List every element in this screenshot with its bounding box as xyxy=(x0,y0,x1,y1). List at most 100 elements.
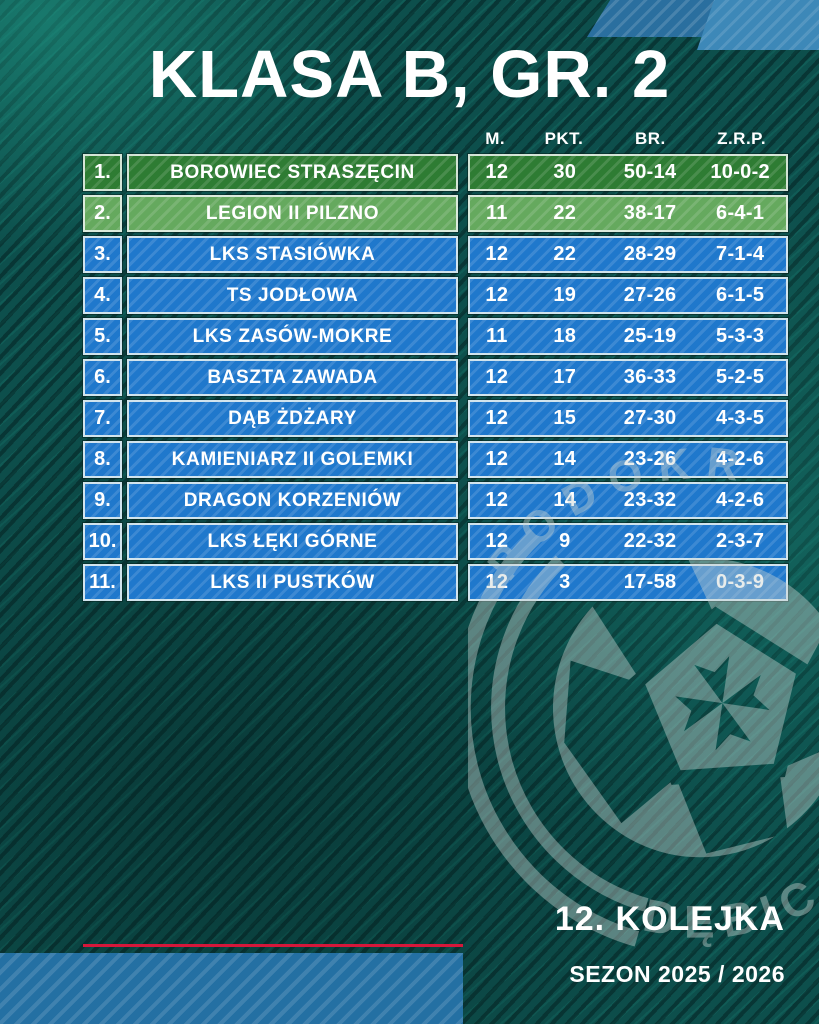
position-cell: 5. xyxy=(83,318,122,355)
position-cell: 10. xyxy=(83,523,122,560)
stat-zrp: 10-0-2 xyxy=(710,161,770,183)
table-row: 2. LEGION II PILZNO 11 22 38-17 6-4-1 xyxy=(83,195,788,232)
team-cell: DRAGON KORZENIÓW xyxy=(127,482,458,519)
team-cell: BOROWIEC STRASZĘCIN xyxy=(127,154,458,191)
stat-zrp: 2-3-7 xyxy=(716,530,765,552)
stat-zrp: 7-1-4 xyxy=(716,243,765,265)
stat-zrp: 5-2-5 xyxy=(716,366,765,388)
team-cell: LKS ZASÓW-MOKRE xyxy=(127,318,458,355)
team-cell: LKS STASIÓWKA xyxy=(127,236,458,273)
table-row: 6. BASZTA ZAWADA 12 17 36-33 5-2-5 xyxy=(83,359,788,396)
stat-br: 50-14 xyxy=(623,161,677,183)
stats-cell: 12 22 28-29 7-1-4 xyxy=(468,236,788,273)
stat-zrp: 4-2-6 xyxy=(716,448,765,470)
stat-br: 27-26 xyxy=(623,284,677,306)
standings-rows: 1. BOROWIEC STRASZĘCIN 12 30 50-14 10-0-… xyxy=(83,154,788,601)
stats-cell: 12 17 36-33 5-2-5 xyxy=(468,359,788,396)
column-headers: M. PKT. BR. Z.R.P. xyxy=(468,129,788,151)
stat-br: 38-17 xyxy=(623,202,677,224)
stat-pkt: 22 xyxy=(553,202,577,224)
stats-cell: 12 9 22-32 2-3-7 xyxy=(468,523,788,560)
column-header-points: PKT. xyxy=(544,129,584,148)
stat-m: 12 xyxy=(485,366,509,388)
table-row: 8. KAMIENIARZ II GOLEMKI 12 14 23-26 4-2… xyxy=(83,441,788,478)
position-cell: 11. xyxy=(83,564,122,601)
table-row: 3. LKS STASIÓWKA 12 22 28-29 7-1-4 xyxy=(83,236,788,273)
team-cell: BASZTA ZAWADA xyxy=(127,359,458,396)
position-cell: 8. xyxy=(83,441,122,478)
footer-accent-line xyxy=(83,944,463,947)
stat-br: 25-19 xyxy=(623,325,677,347)
position-cell: 2. xyxy=(83,195,122,232)
stat-m: 12 xyxy=(485,284,509,306)
stat-zrp: 5-3-3 xyxy=(716,325,765,347)
position-cell: 4. xyxy=(83,277,122,314)
stat-pkt: 19 xyxy=(553,284,577,306)
table-row: 1. BOROWIEC STRASZĘCIN 12 30 50-14 10-0-… xyxy=(83,154,788,191)
column-header-matches: M. xyxy=(485,129,506,148)
position-cell: 3. xyxy=(83,236,122,273)
stat-br: 17-58 xyxy=(623,571,677,593)
stats-cell: 12 15 27-30 4-3-5 xyxy=(468,400,788,437)
stat-m: 11 xyxy=(485,202,508,224)
stat-pkt: 22 xyxy=(553,243,577,265)
table-row: 10. LKS ŁĘKI GÓRNE 12 9 22-32 2-3-7 xyxy=(83,523,788,560)
team-cell: KAMIENIARZ II GOLEMKI xyxy=(127,441,458,478)
stat-m: 11 xyxy=(485,325,508,347)
table-row: 4. TS JODŁOWA 12 19 27-26 6-1-5 xyxy=(83,277,788,314)
stat-br: 22-32 xyxy=(623,530,677,552)
stat-br: 23-32 xyxy=(623,489,677,511)
position-cell: 1. xyxy=(83,154,122,191)
stat-m: 12 xyxy=(485,161,509,183)
stat-pkt: 3 xyxy=(559,571,571,593)
stat-pkt: 14 xyxy=(553,489,577,511)
table-row: 7. DĄB ŻDŻARY 12 15 27-30 4-3-5 xyxy=(83,400,788,437)
stats-cell: 12 19 27-26 6-1-5 xyxy=(468,277,788,314)
season-label: SEZON 2025 / 2026 xyxy=(569,961,785,987)
stats-cell: 12 30 50-14 10-0-2 xyxy=(468,154,788,191)
stat-pkt: 14 xyxy=(553,448,577,470)
footer-blue-strip xyxy=(0,953,463,1024)
table-row: 9. DRAGON KORZENIÓW 12 14 23-32 4-2-6 xyxy=(83,482,788,519)
stat-zrp: 4-3-5 xyxy=(716,407,765,429)
stat-m: 12 xyxy=(485,448,509,470)
column-header-record: Z.R.P. xyxy=(717,129,767,148)
stats-cell: 12 14 23-26 4-2-6 xyxy=(468,441,788,478)
stat-zrp: 6-4-1 xyxy=(716,202,765,224)
position-cell: 6. xyxy=(83,359,122,396)
team-cell: LKS II PUSTKÓW xyxy=(127,564,458,601)
team-cell: LEGION II PILZNO xyxy=(127,195,458,232)
stat-br: 27-30 xyxy=(623,407,677,429)
table-row: 5. LKS ZASÓW-MOKRE 11 18 25-19 5-3-3 xyxy=(83,318,788,355)
stat-m: 12 xyxy=(485,243,509,265)
stat-pkt: 17 xyxy=(553,366,577,388)
stat-m: 12 xyxy=(485,530,509,552)
position-cell: 7. xyxy=(83,400,122,437)
stat-pkt: 9 xyxy=(559,530,571,552)
stat-br: 28-29 xyxy=(623,243,677,265)
stat-m: 12 xyxy=(485,489,509,511)
stat-zrp: 0-3-9 xyxy=(716,571,765,593)
team-cell: TS JODŁOWA xyxy=(127,277,458,314)
round-label: 12. KOLEJKA xyxy=(554,900,785,938)
page-title: KLASA B, GR. 2 xyxy=(148,37,671,112)
stat-pkt: 15 xyxy=(553,407,577,429)
corner-decoration-light xyxy=(697,0,819,50)
table-row: 11. LKS II PUSTKÓW 12 3 17-58 0-3-9 xyxy=(83,564,788,601)
stat-m: 12 xyxy=(485,407,509,429)
stats-cell: 12 3 17-58 0-3-9 xyxy=(468,564,788,601)
stat-br: 23-26 xyxy=(623,448,677,470)
position-cell: 9. xyxy=(83,482,122,519)
stat-br: 36-33 xyxy=(623,366,677,388)
column-header-goals: BR. xyxy=(634,129,666,148)
team-cell: LKS ŁĘKI GÓRNE xyxy=(127,523,458,560)
stats-cell: 12 14 23-32 4-2-6 xyxy=(468,482,788,519)
stats-cell: 11 18 25-19 5-3-3 xyxy=(468,318,788,355)
stat-pkt: 30 xyxy=(553,161,577,183)
stat-pkt: 18 xyxy=(553,325,577,347)
stat-m: 12 xyxy=(485,571,509,593)
team-cell: DĄB ŻDŻARY xyxy=(127,400,458,437)
stat-zrp: 6-1-5 xyxy=(716,284,765,306)
stats-cell: 11 22 38-17 6-4-1 xyxy=(468,195,788,232)
